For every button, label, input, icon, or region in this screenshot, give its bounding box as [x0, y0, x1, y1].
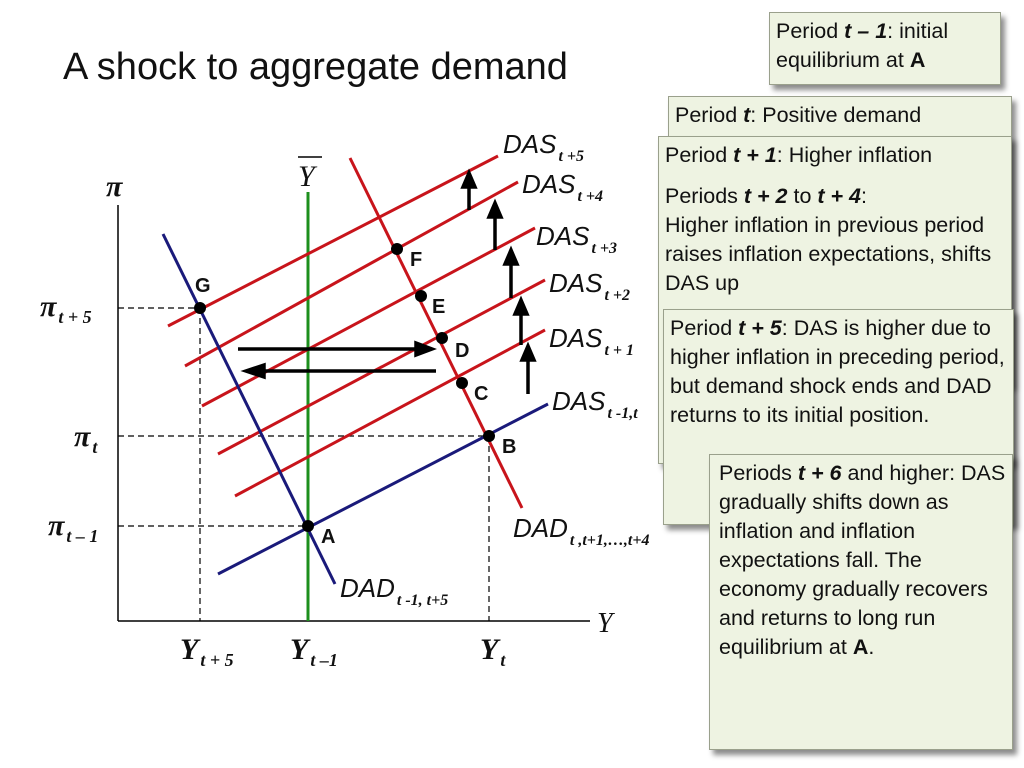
das-curve-t3 [201, 226, 536, 408]
potential-output-label: Y [298, 160, 318, 193]
shift-arrow-4-head [486, 198, 504, 219]
point-a-label: A [321, 526, 335, 548]
point-c-label: C [474, 383, 488, 405]
das-label-t5: DAS t +5 [503, 129, 584, 165]
point-g-dot [194, 302, 206, 314]
dad-label-shifted: DAD t ,t+1,…,t+4 [513, 513, 649, 549]
das-curve-t1 [234, 328, 546, 498]
dad-shift-left-arrow-head [240, 362, 266, 380]
callout-periods-t2-t4: Periods t + 2 to t + 4: Higher inflation… [665, 184, 992, 295]
shift-arrow-3-head [502, 245, 520, 266]
das-curve-t5 [167, 154, 499, 328]
dad-label-initial: DAD t -1, t+5 [340, 573, 448, 609]
dad-curve-shifted [348, 157, 524, 509]
shift-arrow-1-head [519, 341, 537, 362]
point-g-label: G [195, 275, 211, 297]
das-label-t4: DAS t +4 [522, 169, 603, 205]
point-e-label: E [432, 296, 445, 318]
das-label-t1: DAS t + 1 [549, 323, 634, 359]
callout-period-t-minus-1: Period t – 1: initial equilibrium at A [769, 12, 1001, 85]
das-label-initial: DAS t -1,t [552, 386, 638, 422]
x-axis-label: Y [597, 608, 616, 639]
point-f-dot [391, 243, 403, 255]
callout-periods-t-plus-6: Periods t + 6 and higher: DAS gradually … [709, 454, 1013, 750]
shift-arrow-5-head [460, 168, 478, 189]
slide-title: A shock to aggregate demand [63, 46, 568, 88]
callout-period-t-plus-1: Period t + 1: Higher inflation Periods t… [658, 136, 1012, 464]
point-b-dot [483, 430, 495, 442]
point-c-dot [456, 377, 468, 389]
das-label-t3: DAS t +3 [536, 221, 617, 257]
point-b-label: B [502, 436, 516, 458]
y-axis-label: π [106, 170, 123, 203]
point-a-dot [302, 520, 314, 532]
das-label-t2: DAS t +2 [549, 268, 630, 304]
point-d-label: D [455, 340, 469, 362]
dad-shift-right-arrow-head [414, 340, 437, 358]
point-e-dot [415, 290, 427, 302]
point-f-label: F [410, 249, 422, 271]
shift-arrow-2-head [512, 295, 530, 316]
point-d-dot [436, 332, 448, 344]
das-curve-initial [217, 402, 549, 576]
das-curve-t4 [184, 180, 519, 368]
das-curve-t2 [217, 278, 546, 456]
